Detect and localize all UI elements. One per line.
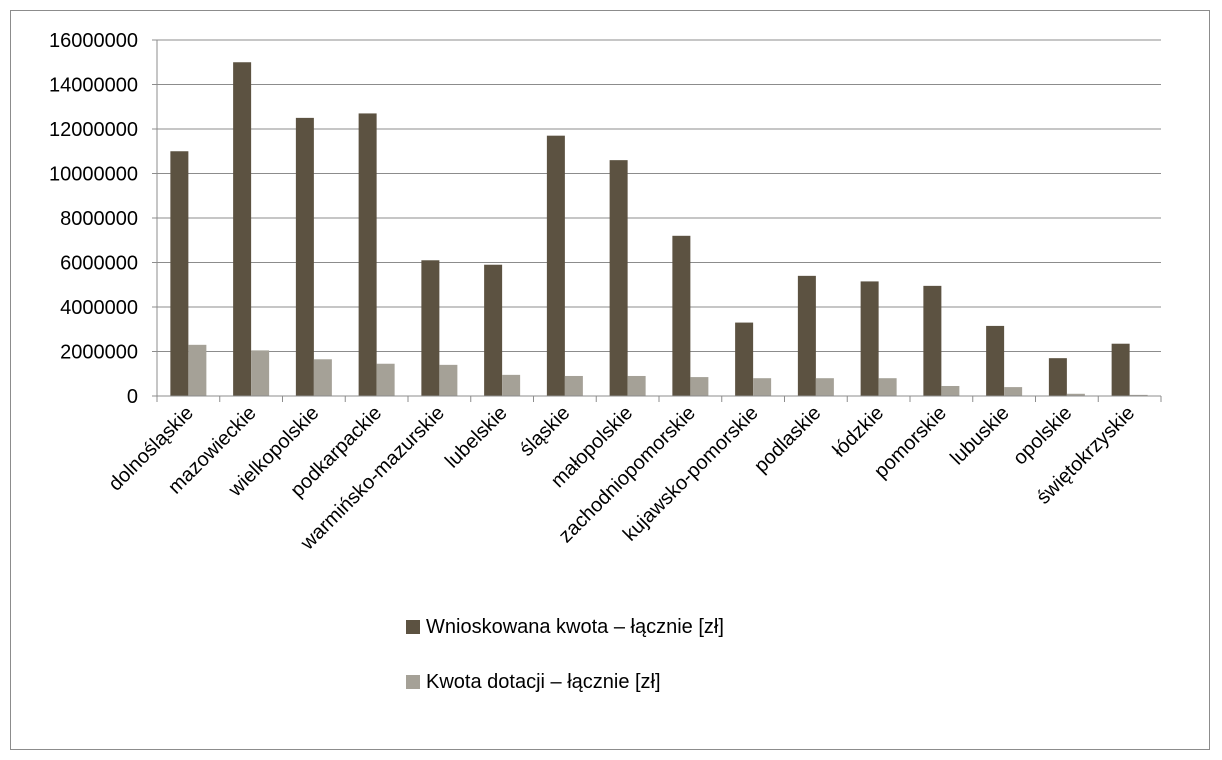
y-tick-label: 12000000 bbox=[49, 119, 138, 141]
legend-label: Wnioskowana kwota – łącznie [zł] bbox=[426, 616, 724, 638]
y-tick-label: 10000000 bbox=[49, 164, 138, 186]
bar-requested-6 bbox=[546, 135, 565, 397]
y-tick-label: 6000000 bbox=[60, 253, 138, 275]
legend-swatch bbox=[406, 620, 420, 634]
x-category-label: podlaskie bbox=[750, 402, 825, 477]
bar-requested-3 bbox=[358, 113, 377, 397]
bar-granted-2 bbox=[313, 359, 332, 396]
bar-granted-10 bbox=[815, 378, 834, 396]
bar-requested-1 bbox=[233, 62, 252, 396]
y-tick-label: 0 bbox=[127, 386, 138, 408]
x-axis-category-labels: dolnośląskiemazowieckiewielkopolskiepodk… bbox=[105, 402, 1140, 555]
bar-requested-15 bbox=[1111, 343, 1130, 396]
y-tick-label: 16000000 bbox=[49, 30, 138, 52]
bar-granted-15 bbox=[1129, 394, 1148, 396]
bar-granted-11 bbox=[878, 378, 897, 396]
bar-requested-11 bbox=[860, 281, 879, 396]
bar-granted-9 bbox=[753, 378, 772, 396]
bar-granted-12 bbox=[941, 385, 960, 396]
bar-requested-14 bbox=[1048, 358, 1067, 396]
bar-requested-12 bbox=[923, 285, 942, 396]
bar-requested-0 bbox=[170, 151, 189, 396]
bar-granted-6 bbox=[564, 375, 583, 396]
bar-requested-8 bbox=[672, 235, 691, 396]
bar-requested-13 bbox=[986, 325, 1005, 396]
legend-swatch bbox=[406, 675, 420, 689]
x-category-label: śląskie bbox=[516, 402, 575, 461]
bars bbox=[170, 62, 1148, 397]
bar-requested-9 bbox=[735, 322, 754, 396]
y-tick-label: 14000000 bbox=[49, 75, 138, 97]
x-category-label: lubuskie bbox=[946, 402, 1013, 469]
bar-requested-4 bbox=[421, 260, 440, 396]
bar-granted-4 bbox=[439, 364, 458, 396]
bar-granted-8 bbox=[690, 377, 709, 396]
bar-requested-7 bbox=[609, 160, 628, 396]
y-tick-label: 2000000 bbox=[60, 342, 138, 364]
x-category-label: łódzkie bbox=[829, 402, 889, 462]
bar-requested-2 bbox=[295, 117, 314, 396]
bar-granted-3 bbox=[376, 363, 395, 396]
legend-label: Kwota dotacji – łącznie [zł] bbox=[426, 671, 661, 693]
bar-granted-1 bbox=[251, 350, 270, 396]
x-category-label: lubelskie bbox=[441, 402, 512, 473]
bar-granted-13 bbox=[1004, 387, 1023, 396]
bar-granted-0 bbox=[188, 344, 207, 396]
axes bbox=[152, 39, 1162, 402]
bar-requested-5 bbox=[484, 264, 503, 396]
bar-granted-14 bbox=[1066, 393, 1085, 396]
bar-requested-10 bbox=[797, 275, 816, 396]
legend: Wnioskowana kwota – łącznie [zł] Kwota do… bbox=[406, 616, 724, 693]
bar-granted-5 bbox=[502, 374, 521, 396]
y-axis-tick-labels: 0 2000000 4000000 6000000 8000000 10000000 120… bbox=[49, 30, 138, 408]
y-tick-label: 8000000 bbox=[60, 208, 138, 230]
y-tick-label: 4000000 bbox=[60, 297, 138, 319]
bar-granted-7 bbox=[627, 375, 646, 396]
